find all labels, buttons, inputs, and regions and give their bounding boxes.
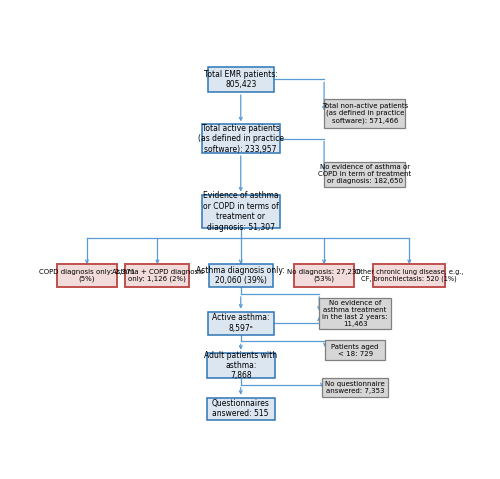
Text: Patients aged
< 18: 729: Patients aged < 18: 729 (332, 343, 379, 357)
FancyBboxPatch shape (57, 264, 117, 287)
Text: Asthma diagnosis only:
20,060 (39%): Asthma diagnosis only: 20,060 (39%) (196, 266, 285, 285)
FancyBboxPatch shape (207, 353, 274, 378)
FancyBboxPatch shape (324, 99, 406, 128)
Text: No evidence of
asthma treatment
in the last 2 years:
11,463: No evidence of asthma treatment in the l… (322, 300, 388, 327)
Text: COPD diagnosis only: 2,371
(5%): COPD diagnosis only: 2,371 (5%) (39, 269, 135, 283)
FancyBboxPatch shape (322, 378, 388, 397)
FancyBboxPatch shape (325, 340, 385, 360)
FancyBboxPatch shape (294, 264, 354, 287)
FancyBboxPatch shape (202, 125, 280, 153)
FancyBboxPatch shape (126, 264, 190, 287)
Text: Total active patients
(as defined in practice
software): 233,957: Total active patients (as defined in pra… (198, 124, 284, 154)
FancyBboxPatch shape (319, 298, 391, 329)
FancyBboxPatch shape (207, 398, 274, 420)
Text: No questionnaire
answered: 7,353: No questionnaire answered: 7,353 (325, 381, 385, 394)
Text: Questionnaires
answered: 515: Questionnaires answered: 515 (212, 399, 270, 419)
FancyBboxPatch shape (208, 312, 274, 335)
FancyBboxPatch shape (324, 161, 406, 187)
Text: Evidence of asthma
or COPD in terms of
treatment or
diagnosis: 51,307: Evidence of asthma or COPD in terms of t… (203, 191, 278, 231)
FancyBboxPatch shape (202, 194, 280, 228)
Text: Other chronic lung disease, e.g.,
CF, bronchiectasis: 520 (1%): Other chronic lung disease, e.g., CF, br… (355, 269, 464, 283)
FancyBboxPatch shape (208, 67, 274, 92)
Text: No diagnosis: 27,230
(53%): No diagnosis: 27,230 (53%) (287, 269, 361, 283)
FancyBboxPatch shape (374, 264, 445, 287)
Text: Asthma + COPD diagnosis
only: 1,126 (2%): Asthma + COPD diagnosis only: 1,126 (2%) (112, 269, 204, 283)
Text: Total non-active patients
(as defined in practice
software): 571,466: Total non-active patients (as defined in… (322, 103, 408, 124)
Text: Total EMR patients:
805,423: Total EMR patients: 805,423 (204, 70, 278, 89)
Text: Adult patients with
asthma:
7,868: Adult patients with asthma: 7,868 (204, 351, 278, 380)
Text: No evidence of asthma or
COPD in term of treatment
or diagnosis: 182,650: No evidence of asthma or COPD in term of… (318, 164, 412, 184)
FancyBboxPatch shape (209, 264, 272, 287)
Text: Active asthma:
8,597ᵃ: Active asthma: 8,597ᵃ (212, 313, 270, 333)
